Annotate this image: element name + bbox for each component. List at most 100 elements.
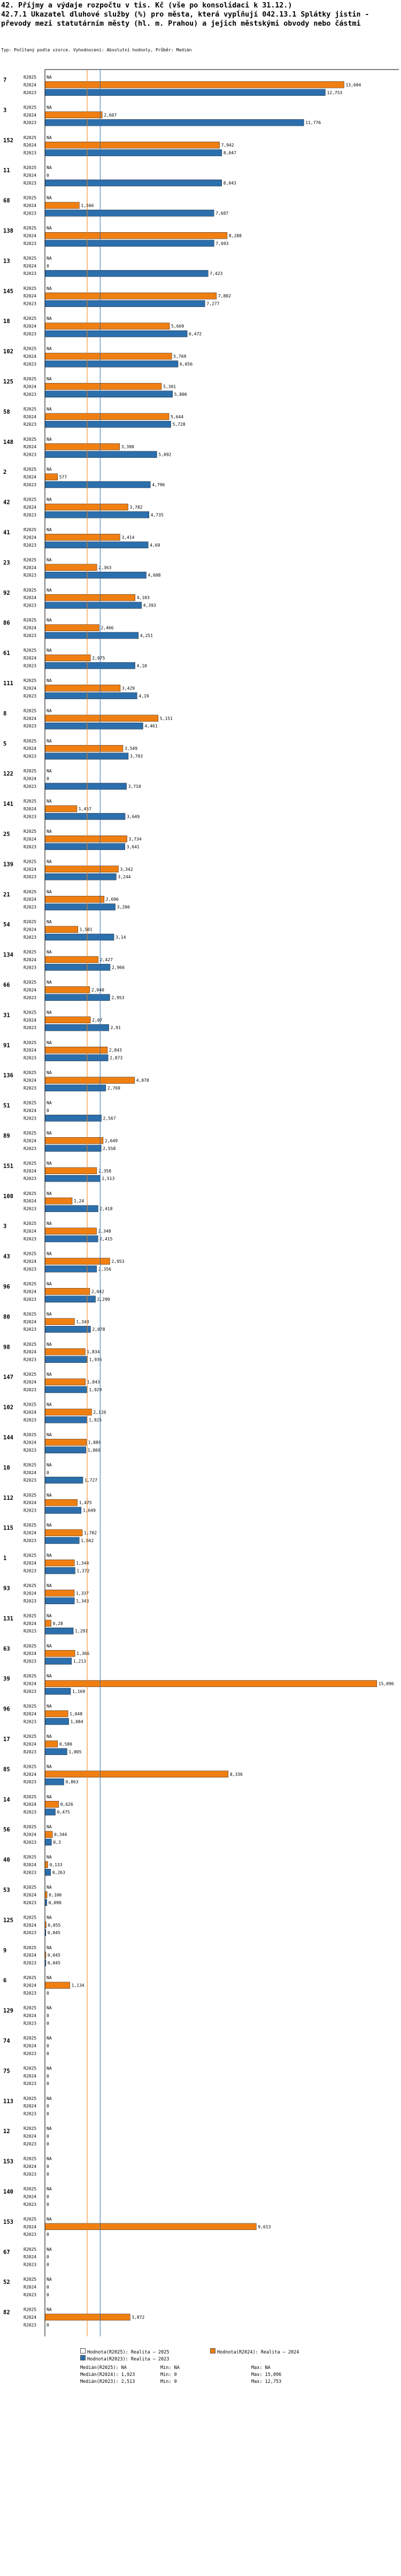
data-label: 4,796 [152,482,165,487]
data-label: 0 [47,2164,49,2169]
bar [44,933,114,941]
bar [44,1499,78,1506]
chart-subtitle: Typ: Počítaný podle vzorce. Vyhodnocení:… [1,48,192,52]
bar [44,895,105,903]
data-label: 3,649 [127,814,140,819]
data-label: 4,608 [148,573,161,578]
data-label: 1,343 [76,1599,89,1604]
data-label: 7,802 [218,294,231,298]
data-label: 2,567 [103,1116,116,1121]
data-label: 1,291 [75,1629,88,1634]
data-label: 11,776 [305,120,321,125]
legend-label: Hodnota(R2025): Realita – 2025 [87,2350,169,2355]
data-label: 3,793 [130,754,143,759]
series-label: R2023 [24,905,36,910]
data-label: 0,263 [52,1870,65,1875]
series-label: R2024 [24,1500,36,1505]
series-label: R2023 [24,1870,36,1875]
series-label: R2024 [24,777,36,781]
series-label: R2025 [24,437,36,442]
group-label: 148 [3,439,13,446]
series-label: R2025 [24,407,36,411]
series-label: R2024 [24,1953,36,1958]
series-label: R2023 [24,512,36,517]
series-label: R2023 [24,2172,36,2176]
series-label: R2023 [24,1387,36,1392]
bar [44,270,209,277]
bar [44,1378,86,1385]
group-label: 80 [3,1314,10,1320]
data-label: 0 [47,1108,49,1113]
data-label: NA [47,377,52,381]
bar [44,662,135,669]
series-label: R2024 [24,1470,36,1475]
group-label: 93 [3,1585,10,1592]
group-label: 75 [3,2068,10,2074]
series-label: R2025 [24,316,36,321]
series-label: R2025 [24,347,36,351]
group-label: 43 [3,1254,10,1260]
data-label: NA [47,1824,52,1829]
data-label: NA [47,1613,52,1618]
data-label: NA [47,1221,52,1226]
bar [44,1688,71,1695]
data-label: 8,047 [223,151,236,156]
series-label: R2024 [24,82,36,87]
data-label: 0 [47,2013,49,2018]
data-label: 0 [47,264,49,269]
data-label: 2,348 [98,1229,111,1234]
group-label: 136 [3,1072,13,1079]
series-label: R2025 [24,829,36,834]
series-label: R2023 [24,1810,36,1815]
data-label: NA [47,2307,52,2312]
bar [44,1899,47,1906]
data-label: 0,3 [53,1840,61,1845]
series-label: R2024 [24,354,36,359]
series-label: R2025 [24,1523,36,1528]
series-label: R2025 [24,588,36,593]
data-label: 4,19 [138,694,149,699]
series-label: R2023 [24,935,36,940]
data-label: 0 [47,2172,49,2176]
group-label: 145 [3,288,13,295]
group-label: 141 [3,801,13,808]
series-label: R2024 [24,1169,36,1174]
bar [44,1235,98,1243]
legend-stat: Medián(R2024): 1,923 [80,2372,135,2378]
series-label: R2024 [24,2104,36,2109]
data-label: 0 [47,2202,49,2207]
series-label: R2024 [24,807,36,811]
series-label: R2024 [24,1289,36,1294]
group-label: 2 [3,469,6,476]
group-label: 125 [3,1917,13,1923]
data-label: 4,10 [137,663,147,668]
series-label: R2024 [24,1531,36,1536]
series-label: R2024 [24,1048,36,1053]
group-label: 58 [3,409,10,415]
data-label: 2,040 [91,987,104,992]
bar [44,1529,83,1536]
series-label: R2024 [24,2255,36,2259]
data-label: NA [47,1855,52,1860]
bar [44,805,78,812]
bar [44,323,170,329]
series-label: R2025 [24,1644,36,1649]
series-label: R2023 [24,1780,36,1784]
series-label: R2025 [24,1010,36,1015]
series-label: R2023 [24,392,36,397]
series-label: R2023 [24,1840,36,1845]
data-label: 0 [47,2021,49,2026]
series-label: R2025 [24,527,36,532]
bar [44,541,149,549]
series-label: R2025 [24,2187,36,2191]
bar [44,179,222,187]
data-label: 0 [47,2043,49,2048]
bar [44,361,179,367]
data-label: NA [47,226,52,231]
series-label: R2025 [24,196,36,201]
series-label: R2025 [24,1161,36,1166]
bar [44,1718,69,1725]
group-label: 96 [3,1706,10,1713]
data-label: 0,580 [59,1742,72,1746]
bar [44,1650,75,1657]
